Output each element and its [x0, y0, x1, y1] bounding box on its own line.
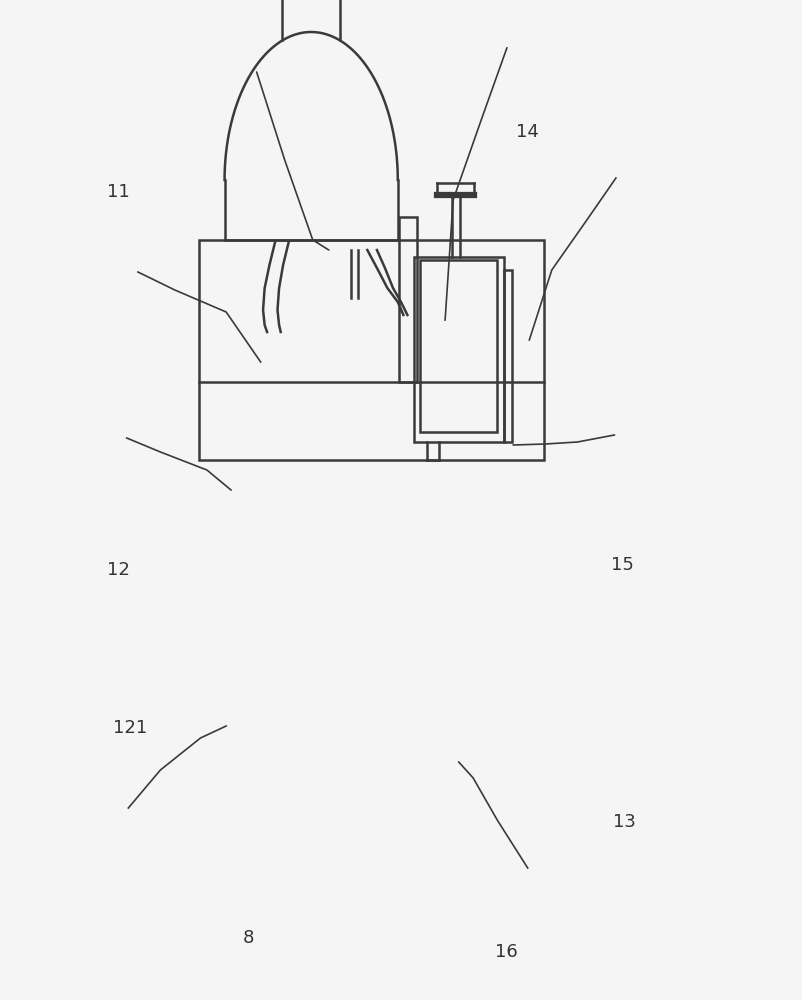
- Bar: [399, 217, 417, 382]
- Text: 12: 12: [107, 561, 130, 579]
- Bar: [504, 270, 512, 442]
- Text: 121: 121: [113, 719, 147, 737]
- Bar: [199, 240, 544, 460]
- Text: 13: 13: [613, 813, 635, 831]
- Text: 14: 14: [516, 123, 539, 141]
- Text: 16: 16: [496, 943, 518, 961]
- Bar: [420, 260, 497, 432]
- Text: 8: 8: [243, 929, 254, 947]
- Text: 11: 11: [107, 183, 130, 201]
- Bar: [414, 257, 504, 442]
- Text: 15: 15: [611, 556, 634, 574]
